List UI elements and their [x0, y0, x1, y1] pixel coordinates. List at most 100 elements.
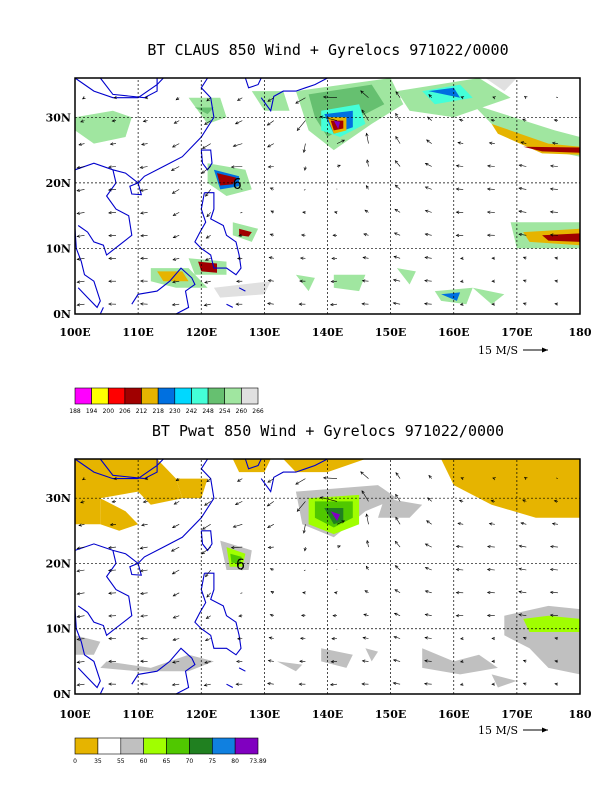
shaded-region [217, 173, 236, 186]
wind-vector [554, 279, 558, 283]
wind-vector [458, 499, 464, 503]
wind-vector [424, 566, 432, 571]
shaded-region [365, 648, 378, 662]
coastline-segment [260, 458, 328, 493]
wind-vector [518, 210, 527, 214]
wind-vector [395, 493, 401, 502]
colorbar-swatch [241, 387, 259, 405]
wind-vector [319, 115, 338, 121]
wind-vector [172, 524, 180, 529]
coastline-segment [129, 182, 143, 196]
x-tick-label: 140E [312, 708, 343, 721]
wind-vector [267, 524, 274, 528]
shaded-region [75, 635, 101, 655]
reference-vector-arrow [523, 727, 548, 733]
wind-vector [201, 143, 211, 149]
wind-vector [81, 96, 86, 100]
wind-vector [488, 522, 495, 526]
wind-vector [322, 476, 338, 480]
wind-vector [204, 257, 211, 261]
pwat-shading [75, 459, 580, 688]
wind-vector [268, 256, 274, 260]
wind-vector [267, 302, 274, 306]
x-tick-label: 170E [501, 326, 532, 339]
wind-vector [298, 682, 306, 686]
coastline-segment [226, 303, 234, 308]
wind-vector [201, 524, 211, 530]
wind-vector [394, 565, 401, 571]
wind-vector [269, 613, 274, 617]
wind-vector [491, 682, 495, 686]
wind-vector [140, 234, 148, 238]
wind-vector [329, 302, 338, 307]
wind-vector [518, 544, 527, 548]
coastline-segment [99, 77, 158, 99]
wind-vector [201, 166, 211, 174]
wind-vector [171, 569, 180, 575]
wind-vector [172, 257, 180, 261]
wind-vector [236, 279, 243, 283]
wind-vector [522, 682, 527, 686]
wind-vector [232, 524, 243, 528]
wind-vector [361, 682, 369, 686]
x-tick-label: 180 [569, 326, 592, 339]
wind-vector [455, 164, 464, 168]
axis-ticks: 100E 110E 120E 130E 140E 150E 160E 170E 180 0N 10N… [46, 492, 592, 721]
wind-vector [394, 160, 401, 167]
wind-vector [549, 567, 558, 572]
wind-vector [139, 546, 148, 550]
coastline-segment [131, 267, 196, 315]
wind-vector [428, 474, 432, 479]
colorbar-swatch [97, 737, 122, 755]
wind-vector [426, 139, 432, 144]
x-tick-label: 100E [59, 326, 90, 339]
wind-vector [302, 591, 306, 595]
wind-vector [107, 568, 117, 572]
wind-vector [76, 188, 85, 192]
wind-vector [139, 569, 148, 573]
colorbar-swatch [191, 387, 209, 405]
wind-vector [554, 302, 558, 306]
coastline-segment [194, 572, 242, 656]
wind-vector [170, 166, 180, 171]
wind-vector [78, 523, 85, 527]
colorbar-label: 194 [86, 408, 98, 415]
shaded-region [321, 648, 353, 668]
wind-vector [553, 118, 558, 122]
coastline-segment [74, 458, 164, 480]
coastline-segment [244, 458, 262, 470]
wind-vector [81, 477, 86, 481]
wind-vector [362, 636, 369, 640]
wind-vector [76, 257, 85, 261]
coastline-segment [77, 169, 133, 256]
wind-vector [108, 545, 117, 550]
claus-shading [75, 78, 580, 305]
wind-vector [76, 165, 85, 169]
wind-vector [108, 233, 117, 238]
shaded-region [194, 107, 214, 115]
wind-vector [336, 520, 346, 525]
wind-vector [361, 109, 369, 121]
claus-title: BT CLAUS 850 Wind + Gyrelocs 971022/0000 [147, 41, 508, 59]
shaded-region [378, 498, 423, 518]
colorbar-label: 55 [117, 758, 125, 765]
wind-vector [296, 120, 306, 132]
wind-vector [518, 187, 527, 191]
wind-vector [486, 233, 495, 237]
colorbar-label: 75 [208, 758, 216, 765]
wind-vector [549, 233, 558, 237]
wind-vector [236, 256, 243, 260]
wind-vector [460, 256, 464, 260]
wind-vector [270, 210, 275, 214]
colorbar-label: 212 [136, 408, 148, 415]
x-tick-label: 160E [438, 708, 469, 721]
shaded-region [472, 287, 505, 305]
wind-vector [108, 256, 117, 260]
wind-vector [240, 212, 243, 214]
wind-vector [491, 302, 495, 306]
wind-vector [427, 116, 432, 121]
wind-vector [172, 615, 180, 619]
x-tick-label: 150E [375, 708, 406, 721]
wind-vector [267, 682, 274, 686]
wind-vector [175, 477, 180, 482]
